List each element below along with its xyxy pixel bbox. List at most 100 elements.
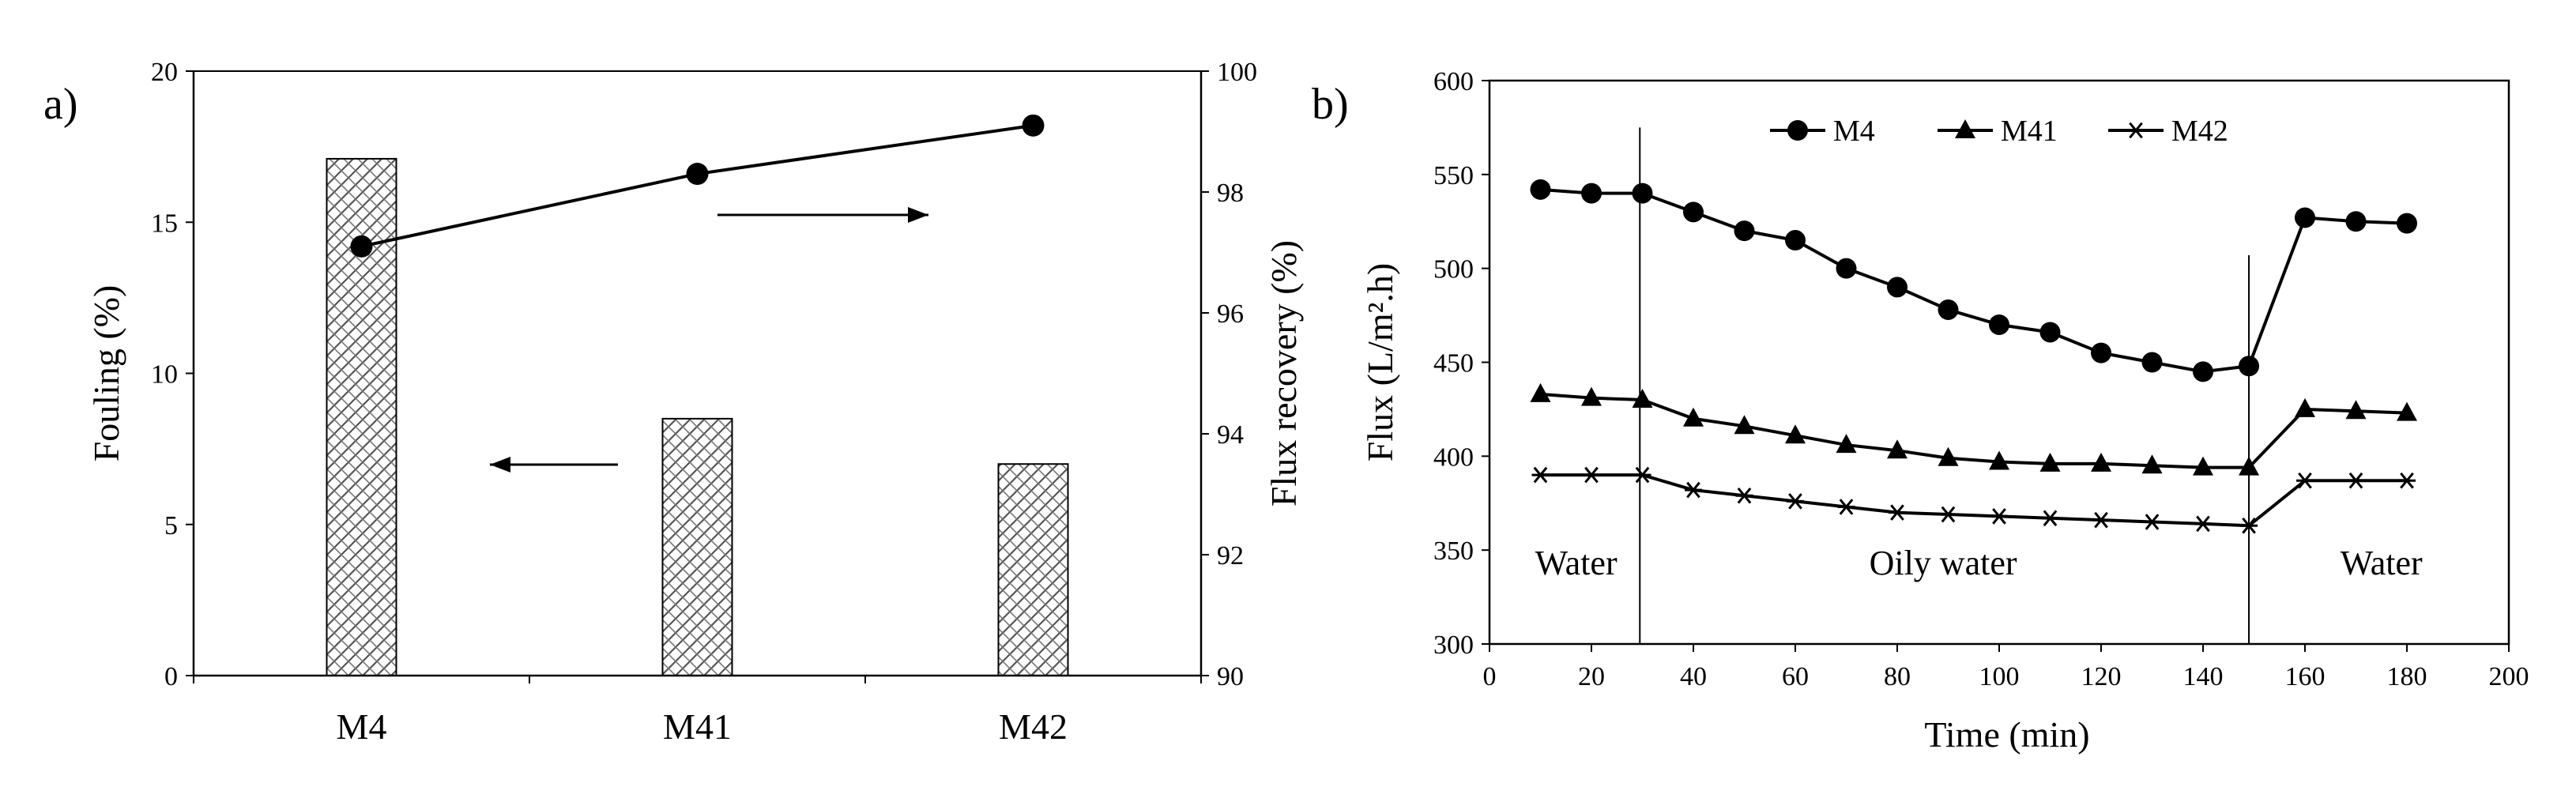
flux-recovery-point-M41 xyxy=(686,163,709,186)
flux-tick-label: 350 xyxy=(1433,537,1474,566)
fouling-tick-label: 5 xyxy=(164,511,178,540)
fouling-tick-label: 10 xyxy=(151,360,178,390)
series-point-M41 xyxy=(1836,434,1857,454)
fouling-bar-M42 xyxy=(997,463,1069,676)
flux-recovery-tick-label: 100 xyxy=(1217,58,1257,87)
series-point-M42 xyxy=(1889,504,1906,521)
time-tick-label: 20 xyxy=(1578,662,1605,691)
series-point-M42 xyxy=(2041,510,2059,527)
series-point-M41 xyxy=(2295,397,2315,417)
flux-tick-label: 450 xyxy=(1433,349,1474,378)
series-point-M41 xyxy=(2345,400,2367,420)
flux-tick-label: 600 xyxy=(1433,67,1474,96)
series-point-M41 xyxy=(1785,424,1806,444)
flux-tick-label: 500 xyxy=(1433,255,1474,284)
panel-b-plot-area: 300 350 400 450 500 550 600 0 20 40 60 80 100 120 140 1… xyxy=(1433,67,2529,691)
series-point-M4 xyxy=(2091,342,2111,363)
legend-label-M4: M4 xyxy=(1833,115,1875,148)
flux-recovery-axis-label: Flux recovery (%) xyxy=(1264,240,1304,506)
series-point-M42 xyxy=(1735,487,1753,504)
fouling-bar-M41 xyxy=(661,417,733,676)
flux-recovery-tick-label: 96 xyxy=(1217,299,1244,329)
panel-a-label: a) xyxy=(43,80,78,129)
series-point-M4 xyxy=(2193,361,2213,382)
panel-a-fouling-chart: a) Fouling (%) Flux recovery (%) 0 5 10 15 2… xyxy=(43,58,1304,747)
series-point-M4 xyxy=(1785,230,1806,251)
series-point-M41 xyxy=(1938,446,1959,466)
flux-recovery-tick-label: 90 xyxy=(1217,662,1244,691)
series-point-M41 xyxy=(2039,452,2061,472)
series-point-M4 xyxy=(1836,258,1857,279)
time-tick-label: 60 xyxy=(1782,662,1809,691)
legend: M4 M41 M42 xyxy=(1770,115,2228,148)
series-point-M42 xyxy=(1787,493,1804,510)
series-point-M4 xyxy=(1581,183,1602,204)
series-point-M42 xyxy=(2347,472,2365,489)
series-point-M42 xyxy=(1685,481,1702,499)
phase-label: Water xyxy=(2341,544,2423,582)
legend-label-M42: M42 xyxy=(2171,115,2228,148)
phase-label: Water xyxy=(1535,544,1618,582)
series-point-M41 xyxy=(2397,401,2417,421)
flux-recovery-point-M42 xyxy=(1022,114,1045,137)
time-tick-label: 160 xyxy=(2285,662,2326,691)
flux-recovery-line xyxy=(361,123,1034,248)
legend-marker-M4 xyxy=(1787,120,1808,141)
series-point-M42 xyxy=(1583,466,1600,484)
series-point-M41 xyxy=(1530,382,1551,402)
series-point-M41 xyxy=(2091,452,2111,472)
series-line-M41 xyxy=(1540,392,2408,469)
series-point-M42 xyxy=(2194,515,2212,533)
time-axis-label: Time (min) xyxy=(1924,714,2089,755)
fouling-axis-label: Fouling (%) xyxy=(86,285,126,462)
legend-marker-M42 xyxy=(2127,122,2145,139)
arrow-to-left-axis-head xyxy=(490,457,510,473)
time-tick-label: 120 xyxy=(2081,662,2122,691)
series-point-M4 xyxy=(2141,352,2163,373)
series-point-M4 xyxy=(2295,207,2315,228)
series-point-M4 xyxy=(2039,322,2061,343)
series-point-M4 xyxy=(1632,183,1653,204)
series-point-M41 xyxy=(2239,456,2260,476)
flux-recovery-tick-label: 94 xyxy=(1217,420,1244,450)
panel-b-label: b) xyxy=(1312,80,1349,129)
series-point-M41 xyxy=(2193,456,2213,476)
series-point-M41 xyxy=(1632,389,1653,409)
series-line-M4 xyxy=(1540,187,2408,374)
flux-recovery-point-M4 xyxy=(350,235,373,258)
series-point-M42 xyxy=(1837,499,1855,515)
legend-marker-M41 xyxy=(1955,119,1975,138)
series-point-M42 xyxy=(2143,514,2161,530)
flux-tick-label: 400 xyxy=(1433,442,1474,472)
series-point-M42 xyxy=(2240,517,2258,534)
series-point-M42 xyxy=(2092,511,2110,529)
series-point-M4 xyxy=(1989,314,2009,335)
category-label-M4: M4 xyxy=(337,706,387,747)
series-point-M41 xyxy=(1683,407,1704,427)
series-point-M4 xyxy=(1530,179,1551,200)
fouling-tick-label: 20 xyxy=(151,58,178,87)
series-point-M41 xyxy=(1989,450,2009,470)
series-point-M41 xyxy=(1581,386,1602,406)
time-tick-label: 0 xyxy=(1483,662,1497,691)
series-line-M42 xyxy=(1540,473,2407,528)
panel-a-plot-area: 0 5 10 15 20 90 92 94 96 98 100 M4 M41 M42 xyxy=(151,58,1257,747)
series-point-M4 xyxy=(2239,356,2260,377)
fouling-tick-label: 0 xyxy=(164,662,178,691)
series-point-M4 xyxy=(1938,299,1959,320)
series-point-M4 xyxy=(1887,277,1908,298)
flux-axis-label: Flux (L/m².h) xyxy=(1360,263,1400,461)
series-point-M42 xyxy=(1531,466,1550,484)
series-point-M41 xyxy=(1887,439,1908,459)
series-point-M42 xyxy=(1939,506,1957,523)
flux-recovery-tick-label: 98 xyxy=(1217,179,1244,208)
category-label-M41: M41 xyxy=(663,706,732,747)
phase-label: Oily water xyxy=(1870,544,2017,582)
series-point-M41 xyxy=(2141,454,2163,474)
flux-tick-label: 550 xyxy=(1433,161,1474,190)
flux-tick-label: 300 xyxy=(1433,631,1474,660)
arrow-to-left-axis xyxy=(490,457,618,473)
arrow-to-right-axis xyxy=(717,207,928,223)
series-point-M4 xyxy=(2345,211,2367,232)
